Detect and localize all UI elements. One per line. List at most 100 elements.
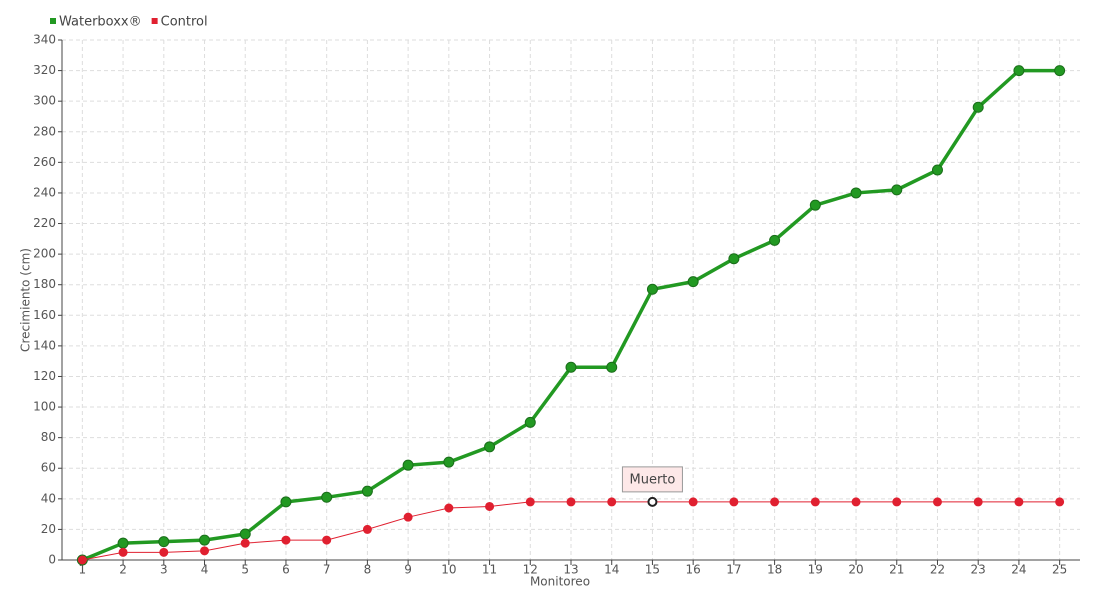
data-point [239, 528, 251, 540]
data-point [402, 459, 414, 471]
data-point [524, 416, 536, 428]
data-point [891, 184, 903, 196]
x-tick-label: 6 [282, 563, 290, 577]
x-tick-label: 11 [482, 563, 497, 577]
y-tick-label: 240 [33, 185, 56, 199]
data-point [199, 534, 211, 546]
data-point [321, 491, 333, 503]
data-point [77, 555, 87, 565]
data-point [525, 497, 535, 507]
data-point [1054, 65, 1066, 77]
x-tick-label: 21 [889, 563, 904, 577]
y-tick-label: 60 [41, 461, 56, 475]
y-tick-label: 340 [33, 33, 56, 47]
data-point [118, 547, 128, 557]
x-tick-label: 17 [726, 563, 741, 577]
x-tick-label: 1 [79, 563, 87, 577]
x-tick-label: 25 [1052, 563, 1067, 577]
x-tick-label: 9 [404, 563, 412, 577]
y-tick-label: 160 [33, 308, 56, 322]
data-point [322, 535, 332, 545]
data-point [729, 497, 739, 507]
data-point [403, 512, 413, 522]
data-point [484, 441, 496, 453]
y-tick-label: 40 [41, 491, 56, 505]
x-tick-label: 10 [441, 563, 456, 577]
data-point [932, 497, 942, 507]
x-tick-label: 3 [160, 563, 168, 577]
annotation-box [621, 466, 683, 493]
x-tick-label: 18 [767, 563, 782, 577]
x-tick-label: 24 [1011, 563, 1026, 577]
data-point [159, 547, 169, 557]
data-point [606, 361, 618, 373]
data-point [810, 497, 820, 507]
data-point [931, 164, 943, 176]
x-tick-label: 4 [201, 563, 209, 577]
y-tick-label: 120 [33, 369, 56, 383]
y-axis-label: Crecimiento (cm) [19, 248, 33, 352]
data-point [647, 496, 658, 507]
data-point [200, 546, 210, 556]
x-tick-label: 14 [604, 563, 619, 577]
data-point [769, 234, 781, 246]
data-point [281, 535, 291, 545]
legend-swatch [50, 18, 56, 24]
y-tick-label: 220 [33, 216, 56, 230]
data-point [972, 101, 984, 113]
y-tick-label: 260 [33, 155, 56, 169]
data-point [117, 537, 129, 549]
x-tick-label: 12 [523, 563, 538, 577]
y-tick-label: 100 [33, 400, 56, 414]
data-point [770, 497, 780, 507]
data-point [1014, 497, 1024, 507]
data-point [485, 501, 495, 511]
y-tick-label: 20 [41, 522, 56, 536]
x-tick-label: 20 [848, 563, 863, 577]
legend-label: Control [161, 15, 208, 30]
y-tick-label: 140 [33, 338, 56, 352]
data-point [565, 361, 577, 373]
data-point [158, 536, 170, 548]
x-axis-label: Monitoreo [530, 575, 590, 589]
y-tick-label: 300 [33, 94, 56, 108]
x-tick-label: 5 [241, 563, 249, 577]
data-point [443, 456, 455, 468]
annotation-label: Muerto [630, 472, 676, 487]
data-point [1055, 497, 1065, 507]
data-point [851, 497, 861, 507]
data-point [892, 497, 902, 507]
x-tick-label: 2 [119, 563, 127, 577]
x-tick-label: 15 [645, 563, 660, 577]
data-point [728, 253, 740, 265]
data-point [973, 497, 983, 507]
data-point [850, 187, 862, 199]
x-tick-label: 13 [563, 563, 578, 577]
x-tick-label: 19 [808, 563, 823, 577]
x-tick-label: 7 [323, 563, 331, 577]
data-point [688, 497, 698, 507]
data-point [362, 524, 372, 534]
data-point [444, 503, 454, 513]
y-tick-label: 280 [33, 124, 56, 138]
x-tick-label: 22 [930, 563, 945, 577]
y-tick-label: 320 [33, 63, 56, 77]
data-point [809, 199, 821, 211]
data-point [607, 497, 617, 507]
x-tick-label: 8 [364, 563, 372, 577]
data-point [687, 276, 699, 288]
y-tick-label: 180 [33, 277, 56, 291]
data-point [280, 496, 292, 508]
data-point [1013, 65, 1025, 77]
y-tick-label: 80 [41, 430, 56, 444]
data-point [361, 485, 373, 497]
data-point [646, 283, 658, 295]
x-tick-label: 16 [686, 563, 701, 577]
data-point [566, 497, 576, 507]
y-tick-label: 200 [33, 247, 56, 261]
legend-label: Waterboxx® [59, 15, 142, 30]
legend-swatch [151, 18, 158, 24]
data-point [240, 538, 250, 548]
y-tick-label: 0 [48, 553, 56, 567]
